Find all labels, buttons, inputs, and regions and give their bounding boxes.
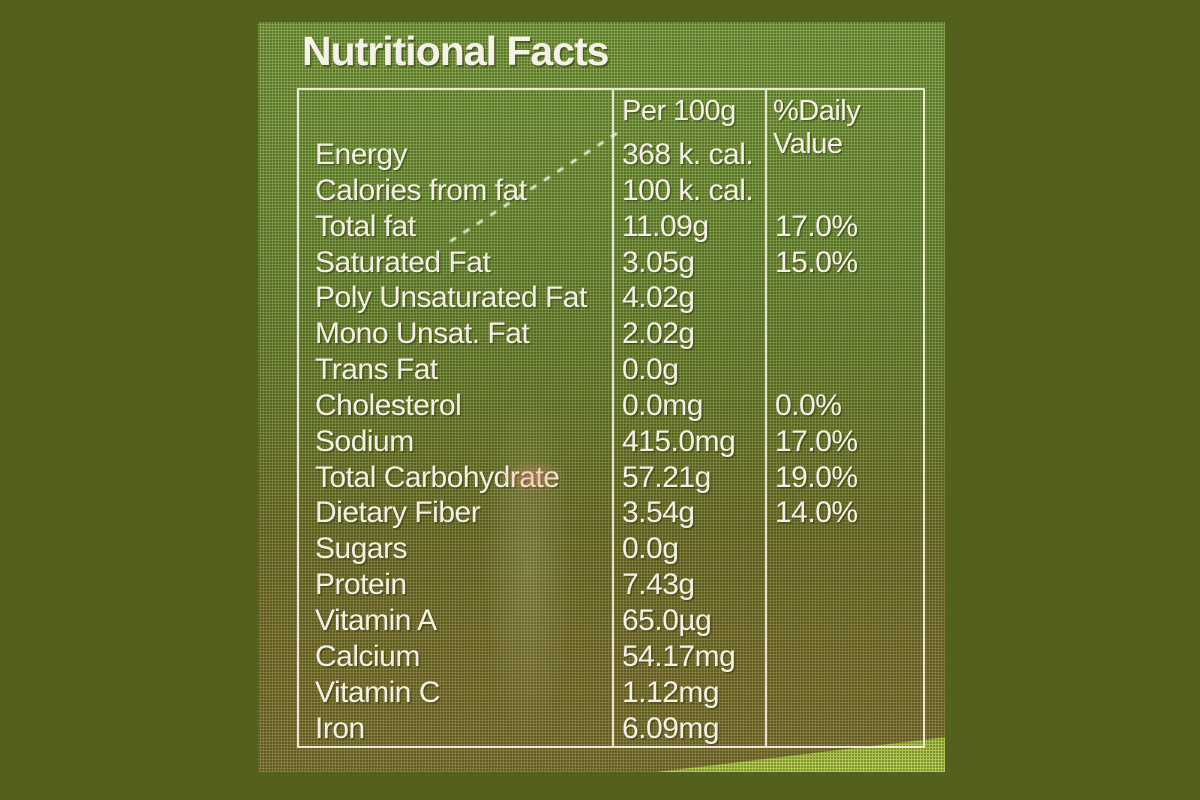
nutrient-row: Total fat 11.09g 17.0% [299,209,923,245]
nutrient-name: Trans Fat [315,353,438,387]
nutrient-daily-value: 19.0% [775,460,858,494]
nutrition-facts-title: Nutritional Facts [302,28,609,74]
nutrient-daily-value [765,711,923,747]
nutrient-name: Energy [315,138,408,171]
nutrient-daily-value [765,675,923,711]
nutrient-amount: 368 k. cal. [622,138,754,171]
table-header-row: Per 100g %Daily Value [299,90,923,160]
header-per-100g: Per 100g [622,95,736,127]
nutrient-name: Total Carbohydrate [315,460,560,494]
nutrient-name: Vitamin A [315,603,437,637]
nutrient-name: Calories from fat [315,173,527,207]
nutrient-daily-value [765,567,923,603]
nutrient-amount: 1.12mg [622,675,720,709]
nutrient-amount: 2.02g [622,317,695,351]
nutrient-daily-value [765,639,923,675]
header-nutrient-blank [299,95,612,137]
nutrient-row: Protein 7.43g [299,567,923,603]
nutrient-amount: 57.21g [622,460,711,494]
nutrient-amount: 54.17mg [622,639,736,673]
nutrient-amount: 3.05g [622,245,695,279]
nutrient-row: Total Carbohydrate 57.21g 19.0% [299,460,923,496]
nutrient-row: Sugars 0.0g [299,531,923,567]
nutrient-amount: 3.54g [622,496,695,530]
nutrient-row: Saturated Fat 3.05g 15.0% [299,245,923,281]
nutrient-amount: 6.09mg [622,711,720,745]
nutrient-daily-value [765,531,923,567]
header-daily-value: %Daily Value [773,95,861,160]
nutrient-name: Poly Unsaturated Fat [315,281,587,315]
nutrient-name: Sugars [315,532,408,566]
nutrient-amount: 4.02g [622,281,695,315]
nutrient-amount: 415.0mg [622,424,736,458]
nutrient-amount: 0.0g [622,532,679,566]
nutrient-daily-value [765,280,923,316]
nutrient-name: Protein [315,568,407,602]
nutrient-row: Trans Fat 0.0g [299,352,923,388]
nutrient-daily-value [765,603,923,639]
column-divider-daily-value [765,90,767,746]
nutrient-daily-value: 17.0% [775,424,858,458]
nutrient-name: Calcium [315,639,420,673]
nutrient-daily-value: 15.0% [775,245,858,279]
nutrition-label-photo: Nutritional Facts Per 100g %Daily Value … [258,22,945,772]
nutrient-row: Sodium 415.0mg 17.0% [299,424,923,460]
nutrient-name: Vitamin C [315,675,441,709]
nutrient-row: Vitamin A 65.0µg [299,603,923,639]
nutrient-daily-value [765,352,923,388]
nutrient-row: Dietary Fiber 3.54g 14.0% [299,495,923,531]
nutrient-daily-value [765,173,923,209]
nutrient-name: Total fat [315,209,416,243]
nutrient-row: Energy 368 k. cal. [299,137,923,173]
nutrient-row: Mono Unsat. Fat 2.02g [299,316,923,352]
nutrient-row: Vitamin C 1.12mg [299,675,923,711]
nutrition-facts-table: Per 100g %Daily Value Energy 368 k. cal.… [297,88,925,748]
nutrient-row: Calories from fat 100 k. cal. [299,173,923,209]
nutrient-rows: Energy 368 k. cal. Calories from fat 100… [299,137,923,746]
nutrient-name: Iron [315,711,365,745]
nutrient-name: Mono Unsat. Fat [315,317,530,351]
nutrient-daily-value: 17.0% [775,209,858,243]
nutrient-amount: 100 k. cal. [622,173,754,207]
nutrient-daily-value: 0.0% [775,388,842,422]
nutrient-amount: 0.0g [622,353,679,387]
nutrient-amount: 7.43g [622,568,695,602]
nutrient-row: Cholesterol 0.0mg 0.0% [299,388,923,424]
column-divider-amount [612,90,614,746]
nutrient-daily-value [765,137,923,173]
nutrient-amount: 65.0µg [622,603,712,637]
nutrient-daily-value: 14.0% [775,496,858,530]
nutrient-row: Poly Unsaturated Fat 4.02g [299,280,923,316]
nutrient-row: Calcium 54.17mg [299,639,923,675]
nutrient-name: Cholesterol [315,388,462,422]
nutrient-daily-value [765,316,923,352]
nutrient-name: Saturated Fat [315,245,491,279]
nutrient-name: Dietary Fiber [315,496,481,530]
nutrient-amount: 11.09g [622,209,709,243]
nutrient-row: Iron 6.09mg [299,711,923,747]
nutrient-name: Sodium [315,424,414,458]
nutrient-amount: 0.0mg [622,388,703,422]
